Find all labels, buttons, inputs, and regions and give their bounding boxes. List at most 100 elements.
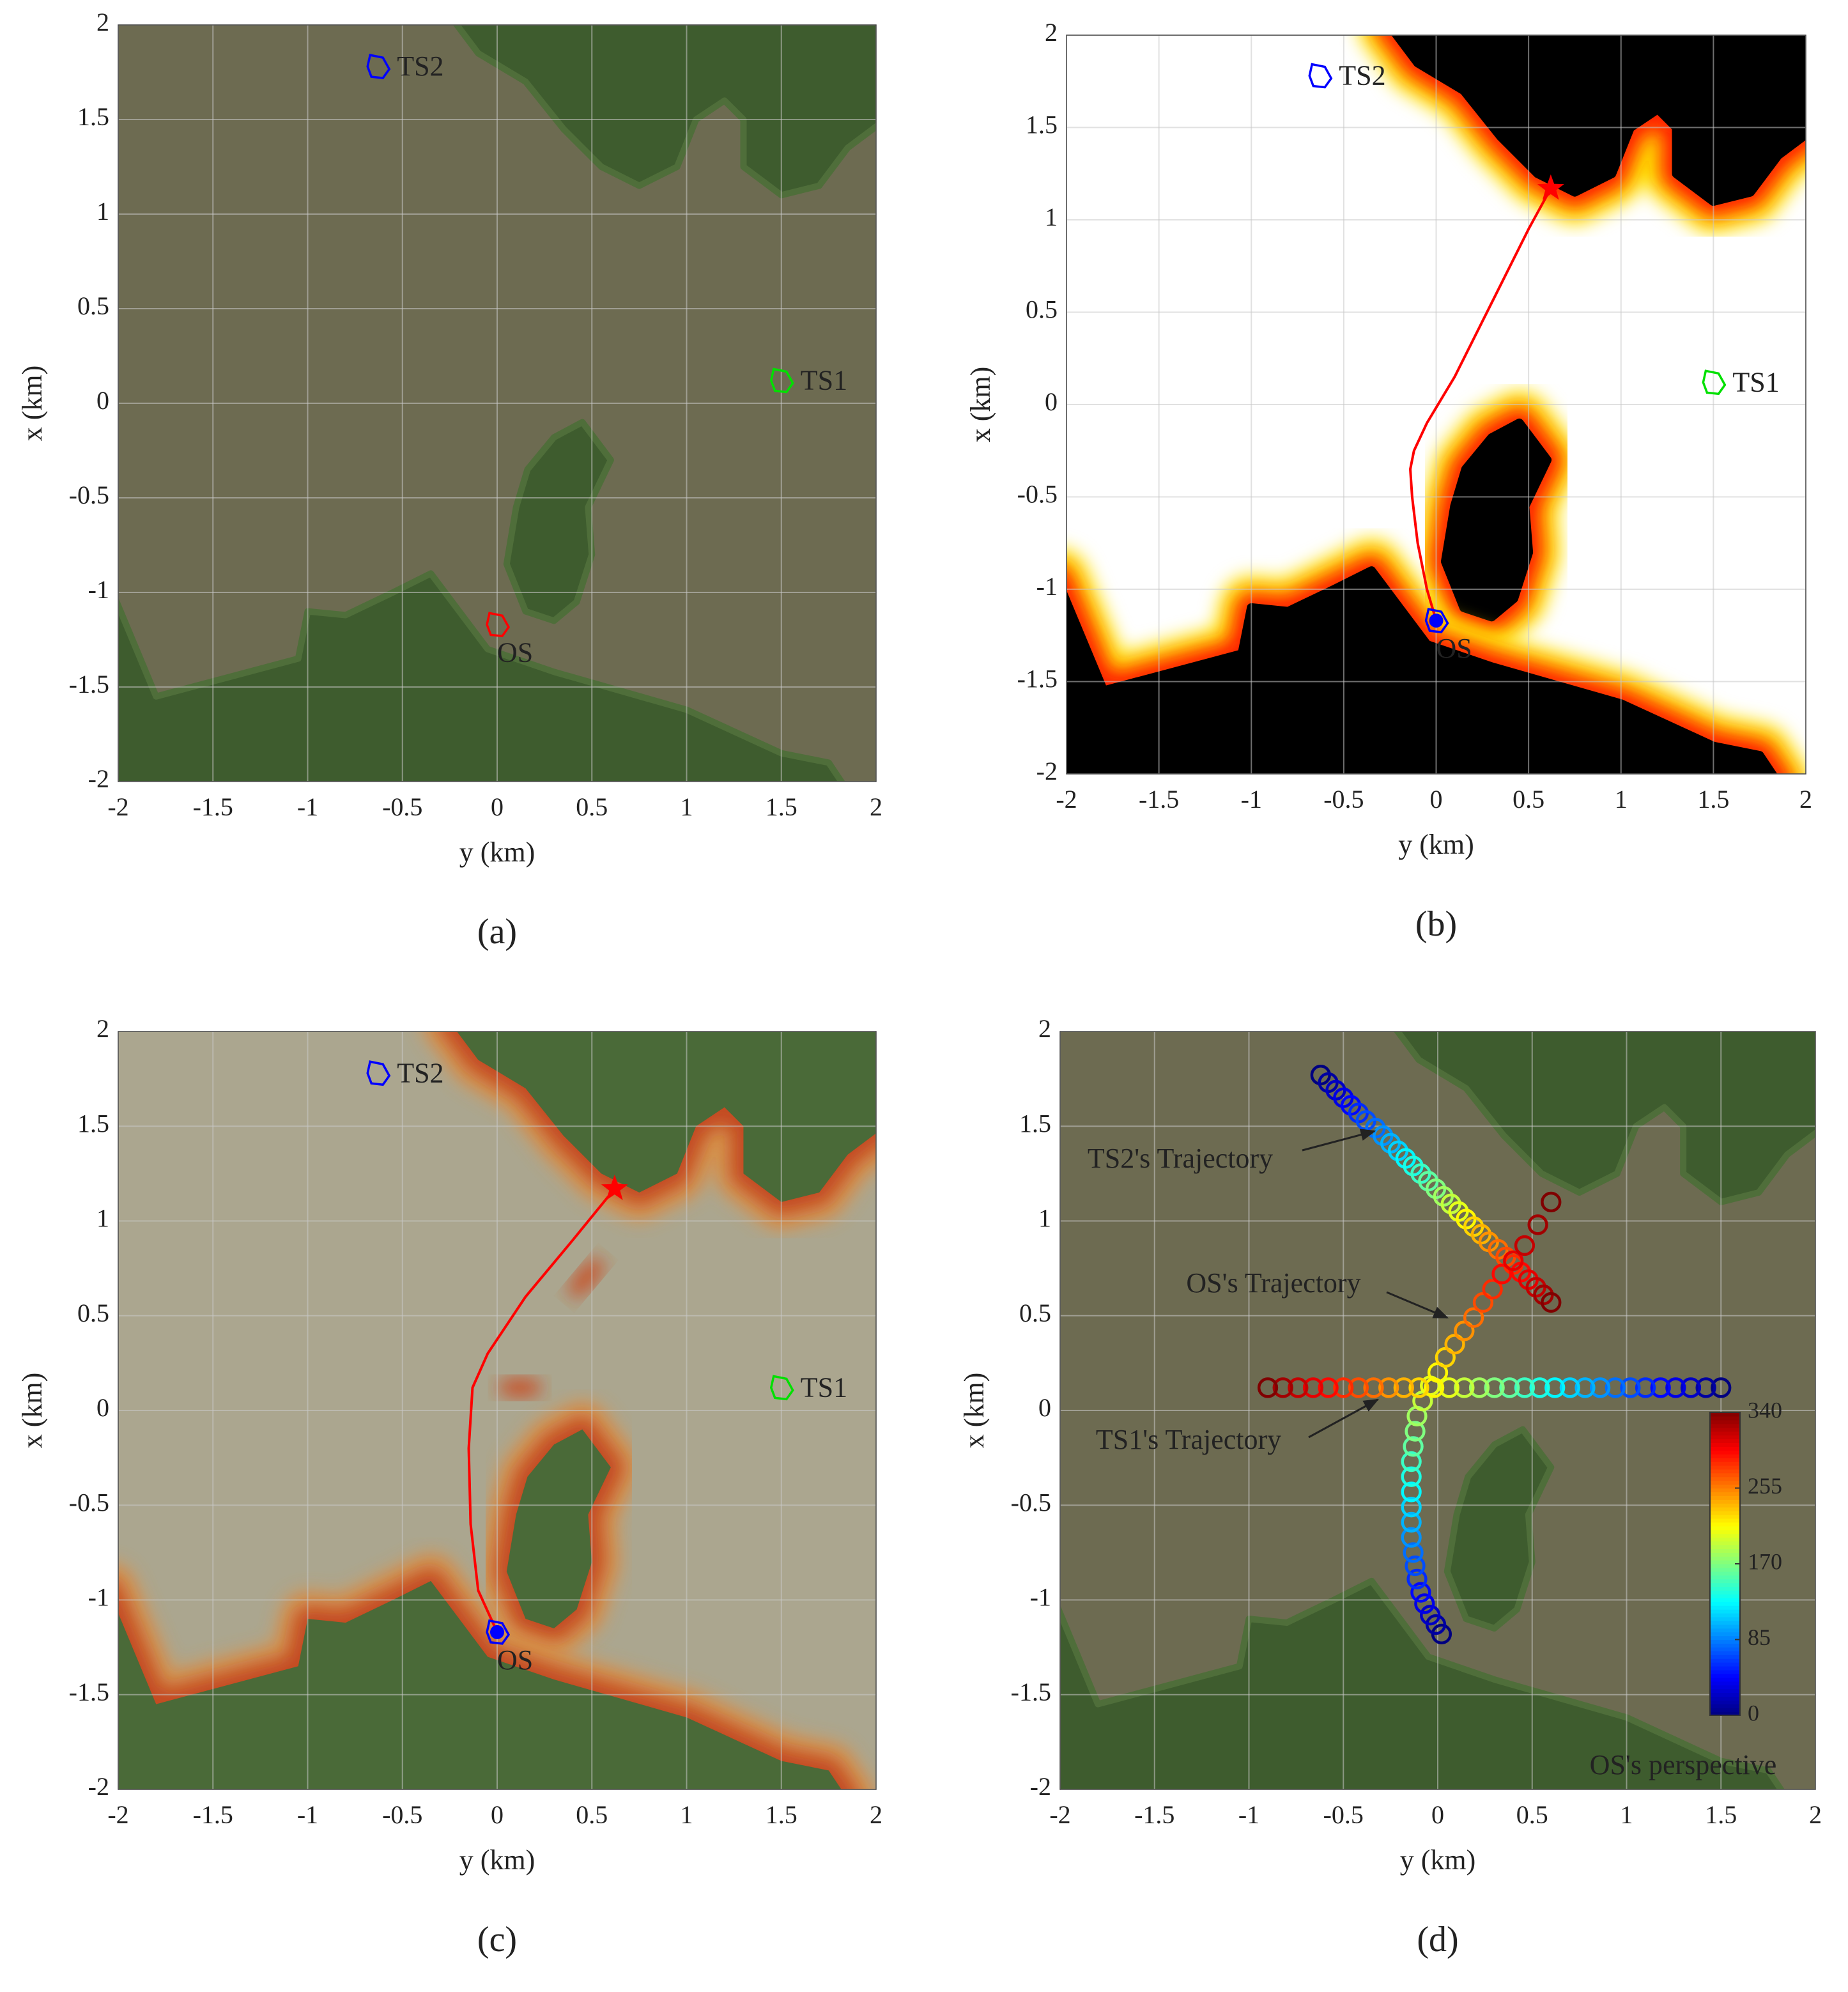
trajectory-point xyxy=(1454,1377,1475,1398)
colorbar-swatch xyxy=(1710,1662,1740,1667)
land xyxy=(452,25,876,199)
trajectory-point xyxy=(1405,1555,1426,1577)
y-tick-label: 2 xyxy=(1038,1014,1051,1043)
colorbar-swatch xyxy=(1710,1416,1740,1421)
colorbar-swatch xyxy=(1710,1423,1740,1428)
y-tick-label: 0.5 xyxy=(1019,1299,1051,1327)
x-tick-label: -0.5 xyxy=(1323,785,1364,814)
colorbar-swatch xyxy=(1710,1594,1740,1598)
land xyxy=(1444,1426,1555,1632)
trajectory-point xyxy=(1438,1377,1459,1398)
y-tick-label: 2 xyxy=(1045,18,1058,47)
x-tick-label: 0 xyxy=(1430,785,1443,814)
x-tick-label: -1 xyxy=(297,1800,318,1829)
trajectory-point xyxy=(1401,1481,1422,1502)
y-tick-label: 0 xyxy=(96,1393,109,1422)
colorbar-swatch xyxy=(1710,1620,1740,1625)
y-tick-label: 1 xyxy=(1038,1204,1051,1233)
land xyxy=(1060,1577,1785,1789)
colorbar-tick-label: 255 xyxy=(1748,1473,1782,1499)
trajectory-point xyxy=(1393,1377,1414,1398)
ship-label: TS1 xyxy=(801,365,847,396)
trajectory-point xyxy=(1363,1377,1384,1398)
annotation-arrow xyxy=(1302,1129,1376,1152)
colorbar-swatch xyxy=(1710,1692,1740,1697)
colorbar-swatch xyxy=(1710,1442,1740,1447)
colorbar-swatch xyxy=(1710,1579,1740,1584)
trajectory-point xyxy=(1318,1377,1339,1398)
colorbar-swatch xyxy=(1710,1476,1740,1481)
x-tick-label: -1 xyxy=(297,792,318,821)
trajectory-point xyxy=(1503,1250,1524,1271)
colorbar-swatch xyxy=(1710,1582,1740,1587)
colorbar-swatch xyxy=(1710,1503,1740,1508)
y-tick-label: 1.5 xyxy=(77,1109,109,1138)
trajectory-point xyxy=(1435,1347,1456,1368)
x-tick-label: 1.5 xyxy=(766,1800,797,1829)
colorbar-swatch xyxy=(1710,1643,1740,1648)
colorbar-swatch xyxy=(1710,1609,1740,1614)
colorbar-swatch xyxy=(1710,1586,1740,1591)
colorbar-swatch xyxy=(1710,1556,1740,1561)
trajectory-point xyxy=(1665,1377,1686,1398)
y-tick-label: -2 xyxy=(1036,757,1058,785)
y-tick-label: 2 xyxy=(96,1014,109,1043)
colorbar-swatch xyxy=(1710,1635,1740,1641)
trajectory-point xyxy=(1401,1466,1422,1487)
trajectory-point xyxy=(1257,1377,1279,1398)
x-tick-label: 0 xyxy=(491,1800,504,1829)
y-tick-label: -1.5 xyxy=(1011,1678,1051,1706)
ship-outline xyxy=(1308,63,1333,89)
trajectory-point xyxy=(1333,1377,1354,1398)
y-tick-label: 1.5 xyxy=(1026,111,1058,139)
annotation-arrow xyxy=(1386,1291,1449,1319)
trajectory-point xyxy=(1589,1377,1611,1398)
risk-blob xyxy=(569,1258,604,1298)
trajectory-point xyxy=(1541,1292,1562,1313)
x-tick-label: 1.5 xyxy=(1697,785,1729,814)
trajectory-point xyxy=(1514,1377,1536,1398)
y-tick-label: -1.5 xyxy=(69,1678,109,1706)
land xyxy=(1066,566,1778,774)
land xyxy=(456,1031,876,1202)
trajectory-point xyxy=(1401,1527,1422,1548)
ship-label: OS xyxy=(1436,633,1472,664)
x-tick-label: 0.5 xyxy=(1513,785,1544,814)
trajectory-point xyxy=(1620,1377,1641,1398)
x-tick-label: 0.5 xyxy=(576,792,608,821)
x-tick-label: -1.5 xyxy=(193,1800,233,1829)
land xyxy=(506,1429,611,1628)
trajectory-point xyxy=(1405,1421,1426,1442)
ship-label: OS xyxy=(497,1644,533,1676)
colorbar-swatch xyxy=(1710,1711,1740,1716)
x-tick-label: -1 xyxy=(1238,1800,1259,1829)
x-tick-label: 1.5 xyxy=(766,792,797,821)
trajectory-point xyxy=(1410,1582,1431,1603)
x-tick-label: -1.5 xyxy=(193,792,233,821)
colorbar-swatch xyxy=(1710,1518,1740,1523)
plot-area xyxy=(1060,1031,1815,1789)
colorbar-swatch xyxy=(1710,1548,1740,1553)
colorbar-swatch xyxy=(1710,1499,1740,1504)
y-tick-label: -0.5 xyxy=(69,481,109,509)
x-tick-label: 1 xyxy=(1621,1800,1633,1829)
x-tick-label: -1.5 xyxy=(1139,785,1179,814)
colorbar-swatch xyxy=(1710,1571,1740,1576)
ship-label: TS1 xyxy=(801,1372,847,1403)
trajectory-point xyxy=(1401,1451,1422,1472)
trajectory-point xyxy=(1544,1377,1566,1398)
colorbar-swatch xyxy=(1710,1665,1740,1671)
trajectory-point xyxy=(1559,1377,1580,1398)
trajectory-point xyxy=(1272,1377,1293,1398)
colorbar-swatch xyxy=(1710,1552,1740,1557)
trajectory-point xyxy=(1408,1377,1429,1398)
colorbar-swatch xyxy=(1710,1700,1740,1704)
y-tick-label: 0.5 xyxy=(77,1299,109,1327)
colorbar-swatch xyxy=(1710,1673,1740,1678)
trajectory-point xyxy=(1348,1377,1369,1398)
ship-label: TS1 xyxy=(1732,366,1779,398)
trajectory-point xyxy=(1527,1214,1548,1235)
colorbar-swatch xyxy=(1710,1541,1740,1545)
x-tick-label: 2 xyxy=(870,792,882,821)
